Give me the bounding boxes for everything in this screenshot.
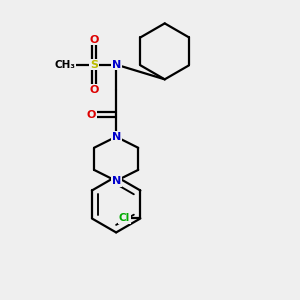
Text: O: O (89, 85, 99, 94)
Text: N: N (112, 176, 121, 186)
Text: CH₃: CH₃ (54, 60, 75, 70)
Text: O: O (89, 34, 99, 45)
Text: N: N (112, 60, 121, 70)
Text: S: S (90, 60, 98, 70)
Text: N: N (112, 132, 121, 142)
Text: O: O (86, 110, 96, 120)
Text: Cl: Cl (118, 214, 130, 224)
